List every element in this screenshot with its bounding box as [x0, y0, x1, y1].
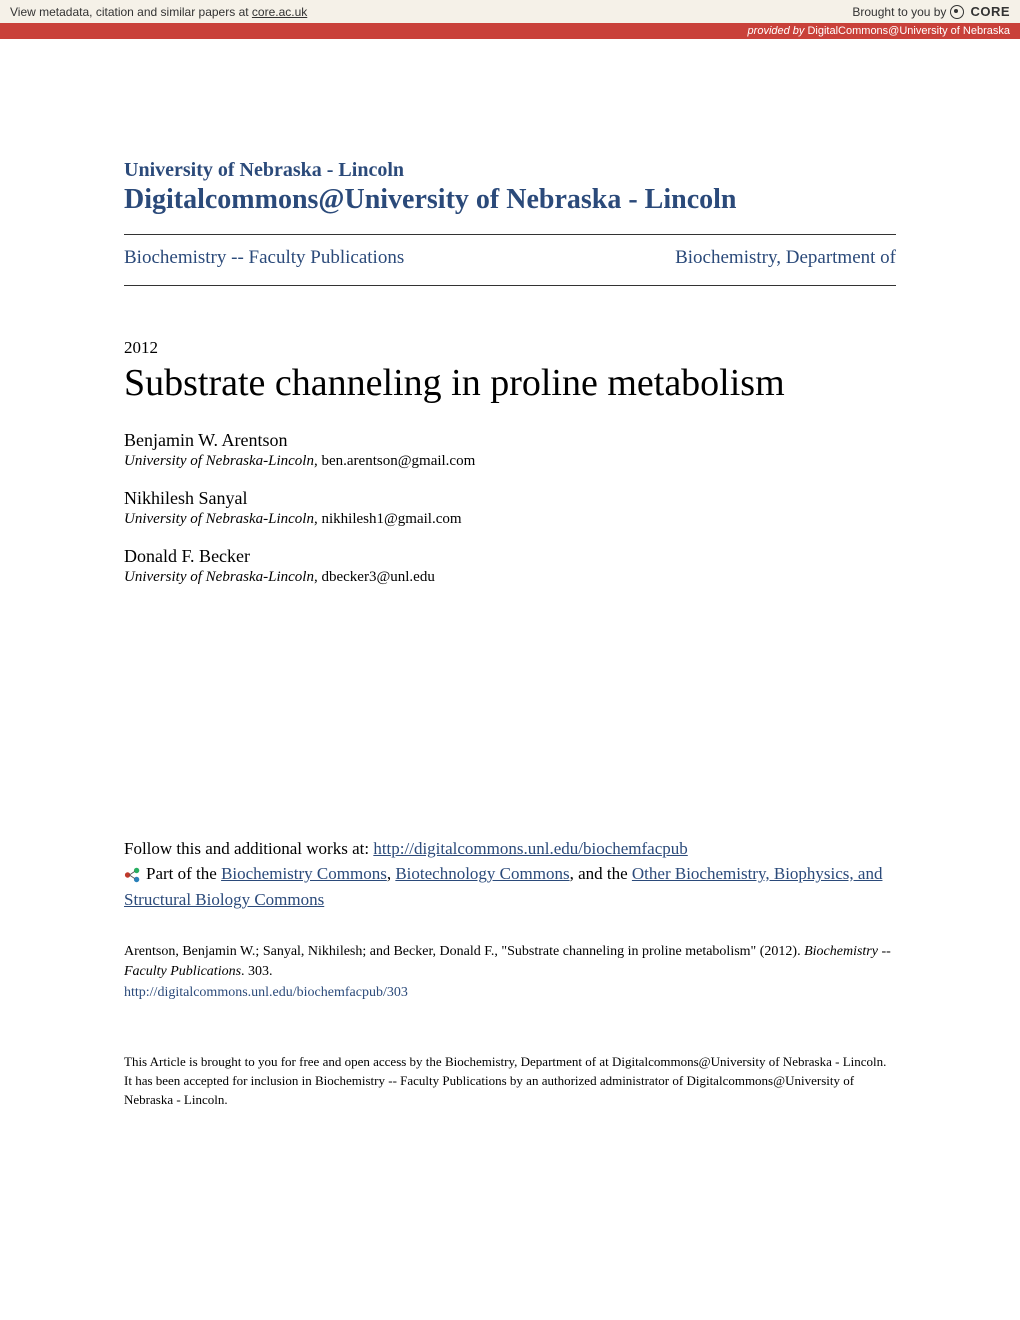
page-content: University of Nebraska - Lincoln Digital…: [0, 39, 1020, 1170]
breadcrumb-row: Biochemistry -- Faculty Publications Bio…: [124, 235, 896, 285]
collection-link[interactable]: Biochemistry -- Faculty Publications: [124, 247, 404, 269]
follow-section: Follow this and additional works at: htt…: [124, 836, 896, 913]
author-email: ben.arentson@gmail.com: [321, 453, 475, 469]
author-email: nikhilesh1@gmail.com: [321, 511, 461, 527]
access-statement: This Article is brought to you for free …: [124, 1053, 896, 1110]
recommended-citation: Arentson, Benjamin W.; Sanyal, Nikhilesh…: [124, 942, 896, 1003]
divider-bottom: [124, 285, 896, 286]
author-institution: University of Nebraska-Lincoln: [124, 569, 314, 585]
commons-link-1[interactable]: Biochemistry Commons: [221, 864, 387, 883]
follow-lead-text: Follow this and additional works at:: [124, 839, 373, 858]
institution-name: University of Nebraska - Lincoln: [124, 159, 896, 182]
citation-text: Arentson, Benjamin W.; Sanyal, Nikhilesh…: [124, 944, 804, 959]
follow-url-link[interactable]: http://digitalcommons.unl.edu/biochemfac…: [373, 839, 687, 858]
author-name: Donald F. Becker: [124, 546, 896, 567]
core-brand-text: CORE: [970, 4, 1010, 19]
metadata-prefix-text: View metadata, citation and similar pape…: [10, 5, 252, 19]
follow-line: Follow this and additional works at: htt…: [124, 836, 896, 862]
author-block: Nikhilesh Sanyal University of Nebraska-…: [124, 488, 896, 528]
provided-prefix: provided by: [748, 25, 808, 37]
part-of-line: Part of the Biochemistry Commons, Biotec…: [124, 861, 896, 912]
author-institution: University of Nebraska-Lincoln: [124, 511, 314, 527]
author-email: dbecker3@unl.edu: [321, 569, 434, 585]
author-affiliation: University of Nebraska-Lincoln, ben.aren…: [124, 453, 896, 470]
repository-name[interactable]: Digitalcommons@University of Nebraska - …: [124, 184, 896, 216]
sep2: , and the: [570, 864, 632, 883]
department-link[interactable]: Biochemistry, Department of: [675, 247, 896, 269]
author-block: Benjamin W. Arentson University of Nebra…: [124, 430, 896, 470]
author-name: Benjamin W. Arentson: [124, 430, 896, 451]
citation-suffix: . 303.: [241, 964, 273, 979]
part-lead-text: Part of the: [146, 864, 221, 883]
author-institution: University of Nebraska-Lincoln: [124, 453, 314, 469]
banner-left: View metadata, citation and similar pape…: [10, 5, 307, 19]
publication-year: 2012: [124, 338, 896, 358]
provided-by-bar: provided by DigitalCommons@University of…: [0, 23, 1020, 39]
core-link[interactable]: core.ac.uk: [252, 5, 307, 19]
core-logo-icon: [950, 5, 964, 19]
paper-title: Substrate channeling in proline metaboli…: [124, 362, 896, 406]
author-affiliation: University of Nebraska-Lincoln, dbecker3…: [124, 569, 896, 586]
author-name: Nikhilesh Sanyal: [124, 488, 896, 509]
provided-source: DigitalCommons@University of Nebraska: [807, 25, 1010, 37]
core-metadata-banner: View metadata, citation and similar pape…: [0, 0, 1020, 23]
banner-right: Brought to you by CORE: [852, 4, 1010, 19]
citation-url[interactable]: http://digitalcommons.unl.edu/biochemfac…: [124, 983, 896, 1003]
brought-by-text: Brought to you by: [852, 5, 946, 19]
network-icon: [124, 866, 142, 884]
author-block: Donald F. Becker University of Nebraska-…: [124, 546, 896, 586]
commons-link-2[interactable]: Biotechnology Commons: [395, 864, 569, 883]
author-affiliation: University of Nebraska-Lincoln, nikhiles…: [124, 511, 896, 528]
